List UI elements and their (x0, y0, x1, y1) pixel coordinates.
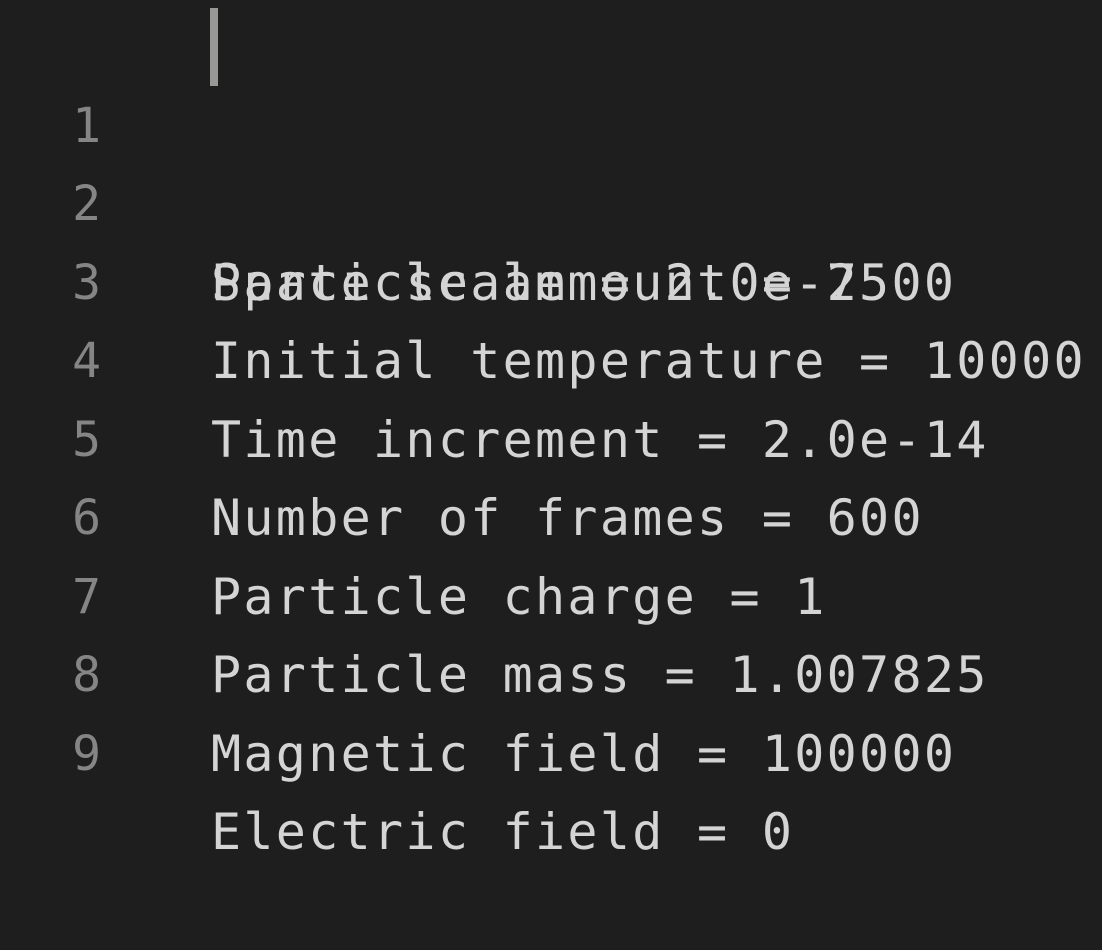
line-number: 1 (72, 97, 101, 154)
line-number: 4 (72, 333, 101, 389)
editor-line[interactable]: 7 Particle mass = 1.007825 (0, 479, 1102, 705)
line-number: 2 (72, 176, 101, 232)
line-text[interactable]: Space scale = 2.0e-7 (211, 253, 860, 312)
line-text[interactable]: Initial temperature = 10000 (211, 332, 1086, 390)
editor-line[interactable]: 1 Particle ammount = 2500 (0, 8, 1102, 312)
line-number: 3 (72, 254, 101, 311)
line-text[interactable]: Particle mass = 1.007825 (211, 646, 989, 704)
editor-line[interactable]: 4 Time increment = 2.0e-14 (0, 244, 1102, 469)
line-number: 5 (72, 411, 101, 468)
text-editor[interactable]: 1 Particle ammount = 2500 2 Space scale … (0, 8, 1102, 862)
line-text[interactable]: Particle charge = 1 (211, 567, 827, 626)
text-cursor (210, 8, 218, 86)
line-text[interactable]: Particle ammount = 2500 (211, 253, 957, 312)
line-number: 9 (72, 725, 101, 782)
editor-line[interactable]: 6 Particle charge = 1 (0, 401, 1102, 626)
editor-line[interactable]: 9 Electric field = 0 (0, 636, 1102, 862)
line-text[interactable]: Electric field = 0 (211, 803, 795, 861)
line-text[interactable]: Number of frames = 600 (211, 489, 924, 547)
line-number: 8 (72, 647, 101, 703)
editor-line[interactable]: 2 Space scale = 2.0e-7 (0, 87, 1102, 312)
line-text[interactable]: Magnetic field = 100000 (211, 724, 957, 783)
editor-line[interactable]: 5 Number of frames = 600 (0, 322, 1102, 548)
line-text[interactable]: Time increment = 2.0e-14 (211, 410, 989, 469)
editor-line[interactable]: 8 Magnetic field = 100000 (0, 558, 1102, 783)
editor-line[interactable]: 3 Initial temperature = 10000 (0, 165, 1102, 391)
line-number: 6 (72, 490, 101, 546)
line-number: 7 (72, 568, 101, 625)
